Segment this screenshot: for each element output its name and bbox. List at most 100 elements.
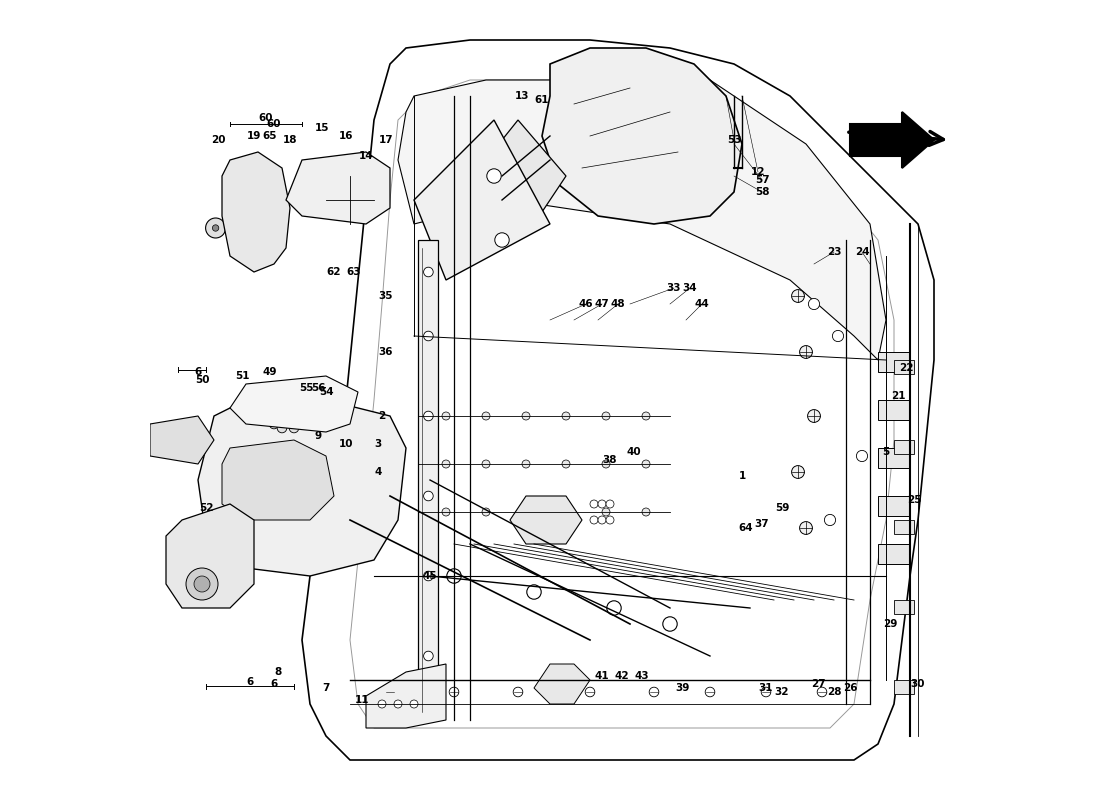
- Ellipse shape: [598, 500, 606, 508]
- Text: 50: 50: [195, 375, 209, 385]
- Text: 15: 15: [315, 123, 329, 133]
- Ellipse shape: [824, 514, 836, 526]
- Text: 25: 25: [906, 495, 922, 505]
- Text: 60: 60: [266, 119, 282, 129]
- Ellipse shape: [642, 412, 650, 420]
- Ellipse shape: [585, 687, 595, 697]
- Polygon shape: [198, 400, 406, 576]
- Ellipse shape: [330, 192, 346, 208]
- Ellipse shape: [642, 508, 650, 516]
- Text: 46: 46: [579, 299, 593, 309]
- Text: 33: 33: [667, 283, 681, 293]
- Text: 24: 24: [855, 247, 869, 257]
- Text: 10: 10: [339, 439, 353, 449]
- Ellipse shape: [807, 410, 821, 422]
- Ellipse shape: [270, 395, 278, 405]
- Ellipse shape: [602, 508, 610, 516]
- Text: 7: 7: [322, 683, 330, 693]
- Ellipse shape: [449, 687, 459, 697]
- Ellipse shape: [602, 412, 610, 420]
- Ellipse shape: [289, 423, 299, 433]
- Text: 57: 57: [755, 175, 769, 185]
- Text: 65: 65: [263, 131, 277, 141]
- Text: 11: 11: [354, 695, 370, 705]
- Polygon shape: [150, 416, 214, 464]
- Text: 13: 13: [515, 91, 529, 101]
- Ellipse shape: [808, 298, 820, 310]
- Polygon shape: [302, 40, 934, 760]
- Ellipse shape: [527, 585, 541, 599]
- Text: 61: 61: [535, 95, 549, 105]
- Ellipse shape: [562, 412, 570, 420]
- Bar: [894, 360, 914, 374]
- Text: 2: 2: [378, 411, 386, 421]
- Text: since 1985: since 1985: [601, 474, 788, 518]
- Polygon shape: [414, 120, 550, 280]
- Polygon shape: [510, 496, 582, 544]
- Text: 1: 1: [738, 471, 746, 481]
- Text: 8: 8: [274, 667, 282, 677]
- Bar: [894, 520, 914, 534]
- Text: 28: 28: [827, 687, 842, 697]
- Text: 12: 12: [750, 167, 766, 177]
- Ellipse shape: [495, 233, 509, 247]
- Bar: [894, 600, 914, 614]
- Ellipse shape: [522, 412, 530, 420]
- Text: 52: 52: [199, 503, 213, 513]
- Bar: [878, 496, 910, 516]
- Ellipse shape: [487, 169, 502, 183]
- Text: 23: 23: [827, 247, 842, 257]
- Text: 60: 60: [258, 114, 273, 123]
- Bar: [878, 544, 910, 564]
- Text: 39: 39: [674, 683, 690, 693]
- Text: 62: 62: [327, 267, 341, 277]
- Ellipse shape: [442, 508, 450, 516]
- Text: 44: 44: [694, 299, 710, 309]
- Text: 34: 34: [683, 283, 697, 293]
- Ellipse shape: [663, 617, 678, 631]
- Ellipse shape: [206, 218, 225, 238]
- Text: 21: 21: [891, 391, 905, 401]
- Ellipse shape: [212, 225, 219, 231]
- Text: 14: 14: [359, 151, 373, 161]
- Text: 4: 4: [374, 467, 382, 477]
- Text: 45: 45: [422, 571, 438, 581]
- Ellipse shape: [792, 290, 804, 302]
- Text: a passion for parts: a passion for parts: [407, 261, 614, 315]
- Ellipse shape: [562, 508, 570, 516]
- Ellipse shape: [186, 568, 218, 600]
- Text: 43: 43: [635, 671, 649, 681]
- Ellipse shape: [598, 516, 606, 524]
- Ellipse shape: [482, 460, 490, 468]
- Ellipse shape: [833, 330, 844, 342]
- Text: 38: 38: [603, 455, 617, 465]
- Text: 49: 49: [263, 367, 277, 377]
- Text: 48: 48: [610, 299, 625, 309]
- Ellipse shape: [522, 508, 530, 516]
- Ellipse shape: [602, 460, 610, 468]
- Ellipse shape: [277, 395, 287, 405]
- Ellipse shape: [514, 687, 522, 697]
- Ellipse shape: [482, 412, 490, 420]
- Text: 31: 31: [759, 683, 773, 693]
- Text: 6: 6: [271, 679, 277, 689]
- Polygon shape: [486, 120, 566, 224]
- Ellipse shape: [270, 419, 278, 429]
- Text: 40: 40: [627, 447, 641, 457]
- Polygon shape: [166, 504, 254, 608]
- Text: GES: GES: [515, 296, 937, 472]
- Ellipse shape: [649, 687, 659, 697]
- Ellipse shape: [424, 491, 433, 501]
- Text: 32: 32: [774, 687, 790, 697]
- Ellipse shape: [792, 466, 804, 478]
- Ellipse shape: [394, 700, 402, 708]
- Text: 22: 22: [899, 363, 913, 373]
- Ellipse shape: [590, 516, 598, 524]
- Ellipse shape: [424, 651, 433, 661]
- Polygon shape: [542, 48, 742, 224]
- Text: 56: 56: [310, 383, 326, 393]
- Text: 19: 19: [246, 131, 261, 141]
- Text: 37: 37: [755, 519, 769, 529]
- Polygon shape: [222, 152, 290, 272]
- Ellipse shape: [194, 576, 210, 592]
